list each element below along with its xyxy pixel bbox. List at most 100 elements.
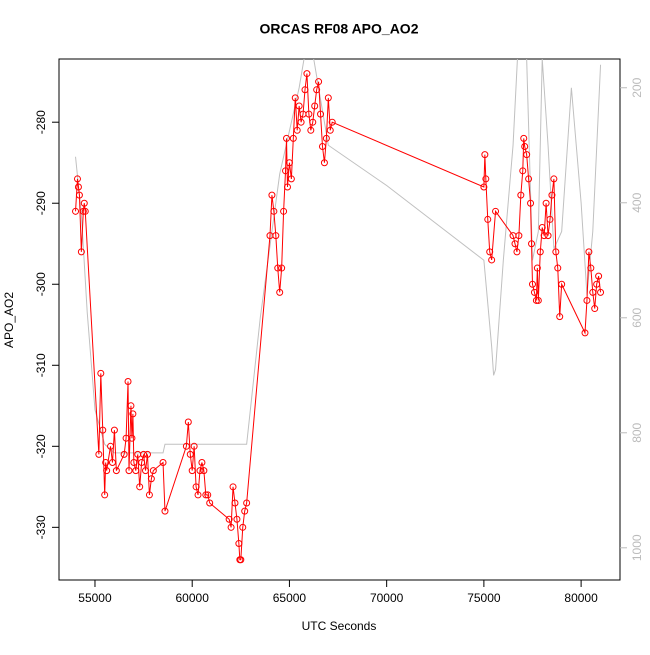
data-point — [188, 467, 196, 475]
data-point — [74, 183, 82, 191]
data-point — [552, 248, 560, 256]
data-point — [313, 86, 321, 94]
x-tick-label: 75000 — [467, 591, 501, 605]
data-point — [233, 515, 241, 523]
data-point — [243, 499, 251, 507]
data-point — [101, 491, 109, 499]
data-point — [528, 240, 536, 248]
data-point — [536, 248, 544, 256]
data-point — [515, 232, 523, 240]
data-point — [317, 110, 325, 118]
data-point — [589, 288, 597, 296]
x-tick-label: 70000 — [370, 591, 404, 605]
data-point — [128, 434, 136, 442]
data-point — [278, 264, 286, 272]
data-point — [124, 377, 132, 385]
data-point — [488, 256, 496, 264]
x-tick-label: 55000 — [78, 591, 112, 605]
data-point — [521, 143, 529, 151]
chart-title: ORCAS RF08 APO_AO2 — [260, 21, 419, 37]
data-point — [309, 118, 317, 126]
data-point — [99, 426, 107, 434]
data-point — [492, 207, 500, 215]
data-point — [528, 280, 536, 288]
y2-tick-label: 600 — [630, 307, 644, 327]
y2-tick-label: 200 — [630, 77, 644, 97]
data-point — [130, 459, 138, 467]
data-point — [595, 272, 603, 280]
data-point — [81, 207, 89, 215]
x-axis-label: UTC Seconds — [302, 619, 377, 633]
data-point — [297, 118, 305, 126]
data-point — [511, 240, 519, 248]
data-point — [320, 159, 328, 167]
data-point — [102, 459, 110, 467]
y-tick-label: -300 — [34, 272, 48, 296]
data-point — [558, 280, 566, 288]
data-point — [525, 175, 533, 183]
data-point — [149, 467, 157, 475]
data-point — [482, 175, 490, 183]
data-point — [241, 507, 249, 515]
data-point — [132, 467, 140, 475]
data-point — [282, 167, 290, 175]
data-point — [73, 175, 81, 183]
data-point — [542, 199, 550, 207]
data-point — [532, 296, 540, 304]
data-point — [303, 70, 311, 78]
data-point — [527, 199, 535, 207]
data-point — [161, 507, 169, 515]
data-point — [513, 248, 521, 256]
data-point — [520, 134, 528, 142]
data-point — [196, 467, 204, 475]
data-point — [540, 232, 548, 240]
data-point — [289, 134, 297, 142]
data-point — [585, 248, 593, 256]
data-point — [546, 215, 554, 223]
plot-area — [72, 59, 605, 564]
data-point — [581, 329, 589, 337]
data-point — [190, 442, 198, 450]
data-point — [550, 175, 558, 183]
data-point — [231, 499, 239, 507]
data-point — [204, 491, 212, 499]
data-point — [120, 450, 128, 458]
data-point — [80, 199, 88, 207]
data-point — [533, 264, 541, 272]
data-point — [318, 143, 326, 151]
data-point — [202, 491, 210, 499]
data-point — [481, 151, 489, 159]
y-tick-label: -320 — [34, 434, 48, 458]
data-point — [127, 402, 135, 410]
data-point — [597, 288, 605, 296]
data-point — [544, 232, 552, 240]
data-point — [280, 207, 288, 215]
data-point — [143, 450, 151, 458]
data-point — [285, 159, 293, 167]
data-point — [125, 467, 133, 475]
data-point — [145, 491, 153, 499]
data-point — [322, 134, 330, 142]
data-point — [95, 450, 103, 458]
data-point — [229, 483, 237, 491]
data-point — [103, 467, 111, 475]
data-point — [480, 183, 488, 191]
data-point — [198, 459, 206, 467]
y2-tick-label: 400 — [630, 192, 644, 212]
data-point — [276, 288, 284, 296]
data-point — [182, 442, 190, 450]
data-point — [519, 167, 527, 175]
x-tick-label: 80000 — [564, 591, 598, 605]
y-tick-label: -280 — [34, 110, 48, 134]
data-point — [587, 264, 595, 272]
data-point — [523, 151, 531, 159]
data-point — [270, 207, 278, 215]
data-point — [291, 94, 299, 102]
data-point — [307, 126, 315, 134]
y2-tick-label: 800 — [630, 422, 644, 442]
data-point — [283, 183, 291, 191]
y-tick-label: -330 — [34, 515, 48, 539]
data-point — [194, 491, 202, 499]
secondary-line — [75, 59, 602, 454]
